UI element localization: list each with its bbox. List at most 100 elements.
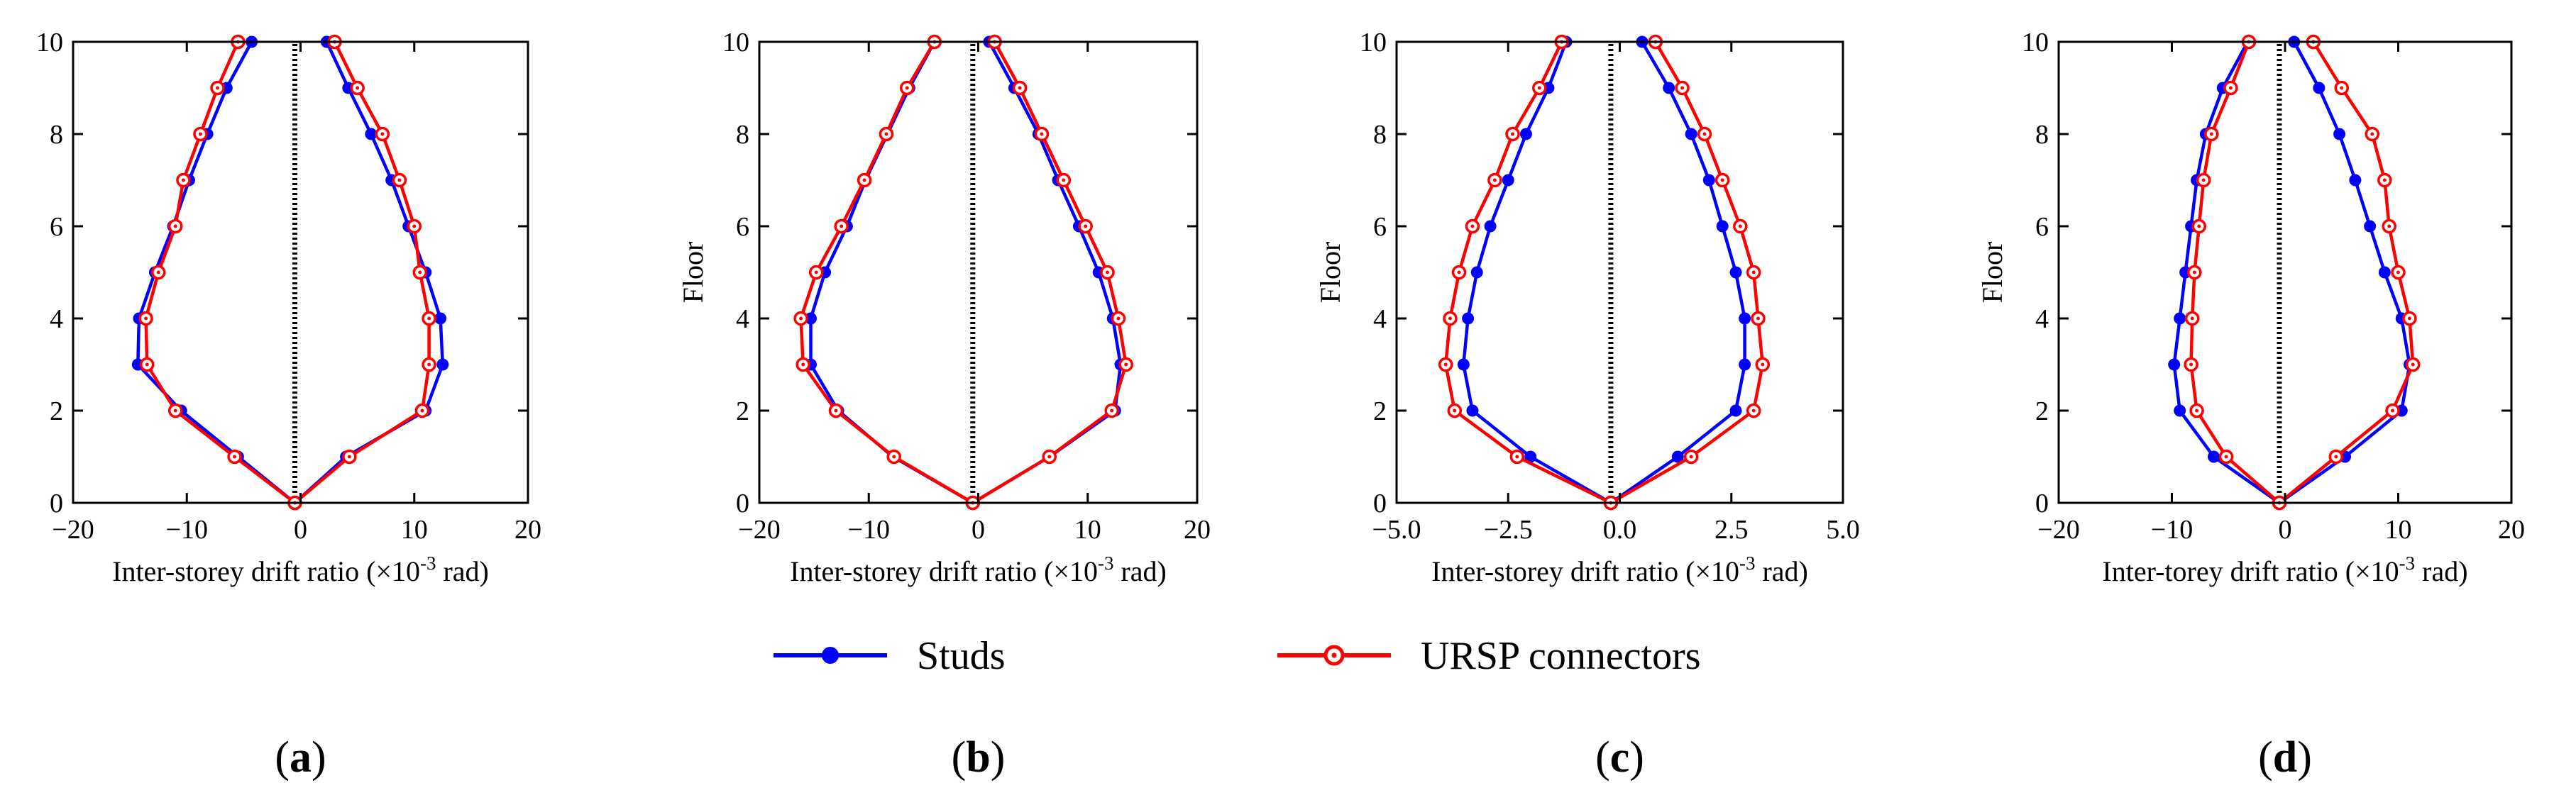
data-point-ursp-center: [1751, 409, 1756, 413]
data-point-ursp-center: [412, 224, 417, 228]
y-tick-label: 4: [1373, 304, 1387, 334]
data-point-studs: [2378, 266, 2391, 279]
data-point-studs: [1685, 128, 1697, 140]
data-point-ursp-center: [1756, 316, 1760, 321]
data-point-ursp-center: [2209, 132, 2213, 136]
data-point-studs: [1466, 404, 1479, 417]
axes-frame: [72, 40, 529, 504]
chart-panel-c: −5.0 −2.5 0.0 2.5 5.0 0 2 4 6 8 10 Inter-storey dri…: [1314, 28, 1860, 782]
data-point-ursp-center: [420, 409, 424, 413]
data-point-studs: [2174, 312, 2186, 325]
chart-panels: −20 −10 0 10 20 0 2 4 6 8 10 Inter-storey drift rat…: [36, 28, 2525, 782]
series-line-ursp-negative: [144, 41, 296, 504]
y-tick-label: 2: [2035, 396, 2049, 426]
x-tick-label: 10: [401, 515, 428, 545]
data-point-ursp-center: [2197, 224, 2201, 228]
data-point-ursp-center: [840, 224, 844, 228]
data-point-ursp-center: [2228, 86, 2233, 90]
data-point-ursp-center: [862, 178, 866, 182]
panel-label: (b): [952, 733, 1006, 782]
data-point-ursp-center: [2334, 455, 2338, 459]
data-point-studs: [2349, 174, 2362, 187]
x-tick-label: −10: [848, 515, 890, 545]
data-point-ursp-center: [2189, 362, 2194, 367]
data-point-ursp-center: [834, 409, 838, 413]
legend-item-studs: Studs: [774, 634, 1006, 678]
data-point-ursp-center: [2391, 409, 2395, 413]
data-point-ursp-center: [1738, 224, 1742, 228]
data-point-ursp-center: [2190, 316, 2194, 321]
y-tick-label: 6: [2035, 212, 2049, 242]
x-tick-label: 0: [971, 515, 985, 545]
y-tick-label: 6: [50, 212, 63, 242]
data-point-studs: [1457, 358, 1470, 371]
data-point-studs: [1470, 266, 1483, 279]
chart-panel-b: −20 −10 0 10 20 0 2 4 6 8 10 Inter-storey drift rat…: [677, 28, 1211, 782]
data-point-ursp-center: [2192, 270, 2196, 274]
x-tick-label: 0.0: [1603, 515, 1637, 545]
y-tick-label: 8: [50, 120, 63, 150]
data-point-ursp-center: [216, 86, 220, 90]
y-tick-label: 0: [50, 489, 63, 518]
panel-label: (d): [2258, 733, 2312, 782]
data-point-ursp-center: [1761, 362, 1765, 367]
x-tick-label: 20: [1184, 515, 1211, 545]
data-point-studs: [2364, 220, 2377, 233]
data-point-ursp-center: [1062, 178, 1066, 182]
data-point-ursp-center: [347, 455, 351, 459]
data-point-studs: [1702, 174, 1715, 187]
data-point-studs: [1519, 128, 1532, 140]
x-axis-label: Inter-storey drift ratio (×10-3 rad): [112, 552, 489, 587]
data-point-ursp-center: [814, 270, 818, 274]
data-point-ursp-center: [2382, 178, 2387, 182]
data-point-ursp-center: [2387, 224, 2391, 228]
x-tick-label: 10: [2385, 515, 2412, 545]
y-tick-label: 4: [2035, 304, 2049, 334]
data-point-ursp-center: [1448, 316, 1452, 321]
y-tick-label: 2: [1373, 396, 1387, 426]
x-tick-label: 20: [2498, 515, 2525, 545]
x-tick-label: −20: [2037, 515, 2079, 545]
data-point-studs: [2313, 82, 2325, 94]
data-point-ursp-center: [1084, 224, 1088, 228]
data-point-studs: [1739, 312, 1751, 325]
data-point-ursp-center: [418, 270, 422, 274]
x-tick-label: 5.0: [1826, 515, 1860, 545]
data-point-studs: [2333, 128, 2346, 140]
data-point-ursp-center: [892, 455, 896, 459]
data-point-studs: [1663, 82, 1675, 94]
data-point-ursp-center: [2411, 362, 2415, 367]
x-tick-label: −20: [738, 515, 780, 545]
data-point-studs: [1729, 404, 1742, 417]
y-tick-label: 10: [36, 28, 63, 57]
data-point-ursp-center: [1492, 178, 1497, 182]
y-tick-label: 10: [722, 28, 749, 57]
series-line-studs-negative: [809, 40, 974, 504]
y-tick-label: 2: [50, 396, 63, 426]
data-point-ursp-center: [233, 455, 237, 459]
data-point-ursp-center: [1457, 270, 1461, 274]
data-point-ursp-center: [2224, 455, 2228, 459]
data-point-studs: [1502, 174, 1514, 187]
data-point-ursp-center: [1680, 86, 1685, 90]
data-point-studs: [1729, 266, 1742, 279]
chart-panel-d: −20 −10 0 10 20 0 2 4 6 8 10 Inter-torey drift rati…: [1976, 28, 2525, 782]
x-axis-label: Inter-torey drift ratio (×10-3 rad): [2102, 552, 2467, 587]
data-point-ursp-center: [1689, 455, 1693, 459]
series-line-ursp-negative: [2189, 41, 2281, 504]
data-point-ursp-center: [427, 316, 431, 321]
x-tick-label: −5.0: [1372, 515, 1421, 545]
data-point-ursp-center: [884, 132, 888, 136]
data-point-ursp-center: [1702, 132, 1707, 136]
data-point-ursp-center: [1110, 409, 1114, 413]
y-axis-label: Floor: [677, 242, 709, 304]
y-axis-label: Floor: [1314, 242, 1346, 304]
x-tick-label: 2.5: [1714, 515, 1749, 545]
data-point-studs: [365, 128, 378, 140]
data-point-studs: [2168, 358, 2181, 371]
data-point-studs: [804, 312, 817, 325]
y-tick-label: 8: [736, 120, 749, 150]
y-tick-label: 6: [1373, 212, 1387, 242]
data-point-ursp-center: [356, 86, 360, 90]
x-tick-label: −10: [166, 515, 208, 545]
